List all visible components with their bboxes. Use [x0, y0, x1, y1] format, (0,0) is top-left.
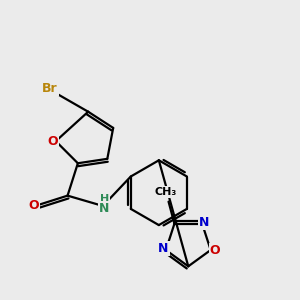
Text: O: O	[210, 244, 220, 256]
Text: CH₃: CH₃	[154, 187, 177, 197]
Text: O: O	[28, 200, 39, 212]
Text: N: N	[199, 216, 210, 229]
Text: Br: Br	[42, 82, 58, 95]
Text: O: O	[47, 135, 58, 148]
Text: N: N	[99, 202, 110, 215]
Text: N: N	[158, 242, 169, 255]
Text: H: H	[100, 194, 109, 204]
